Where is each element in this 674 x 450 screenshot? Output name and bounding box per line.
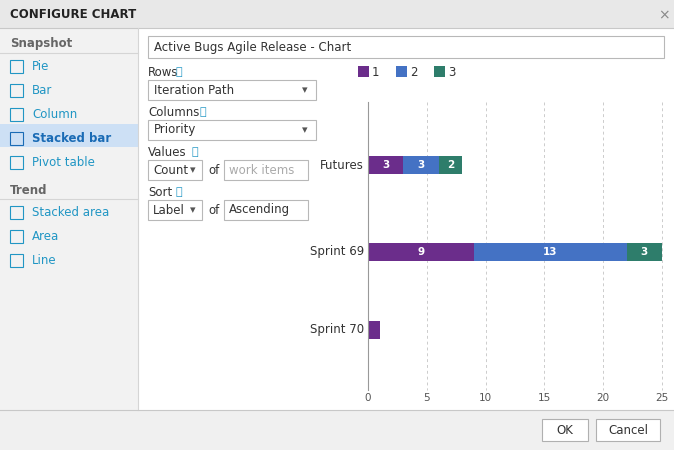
Text: 3: 3 [382,160,390,171]
Bar [148,160,202,180]
Bar [148,120,316,140]
Text: Active Bugs Agile Release - Chart: Active Bugs Agile Release - Chart [154,40,351,54]
Text: ×: × [658,8,670,22]
Text: work items: work items [229,163,295,176]
Text: ⓘ: ⓘ [176,187,183,197]
Text: 3: 3 [641,247,648,257]
Text: OK: OK [557,423,574,436]
Bar [148,200,202,220]
Text: Count: Count [153,163,188,176]
Bar [0,0,674,28]
Bar [148,36,664,58]
Bar [148,80,316,100]
Bar [368,243,474,261]
Text: Trend: Trend [10,184,47,197]
Text: Iteration Path: Iteration Path [154,84,234,96]
Text: Column: Column [32,108,78,121]
Bar [138,28,674,410]
Text: Columns: Columns [148,105,200,118]
Text: Priority: Priority [154,123,196,136]
Bar [627,243,662,261]
Bar [396,66,407,77]
Text: 2: 2 [410,66,417,78]
Bar [0,410,674,450]
Bar [434,66,445,77]
Text: 5: 5 [423,393,430,403]
Bar [368,156,403,174]
Text: ⓘ: ⓘ [200,107,207,117]
Text: Sort: Sort [148,185,173,198]
Text: Label: Label [153,203,185,216]
Text: ▾: ▾ [190,165,195,175]
Text: Pie: Pie [32,59,49,72]
Text: Snapshot: Snapshot [10,37,72,50]
Text: Sprint 70: Sprint 70 [310,323,364,336]
Bar [368,320,379,338]
Bar [10,254,23,267]
Text: Line: Line [32,253,57,266]
Text: 25: 25 [655,393,669,403]
Text: CONFIGURE CHART: CONFIGURE CHART [10,8,136,21]
Bar [0,124,138,147]
Text: of: of [208,203,219,216]
Text: ▾: ▾ [302,85,307,95]
Bar [224,160,308,180]
Text: Pivot table: Pivot table [32,156,95,168]
Text: Area: Area [32,230,59,243]
Bar [403,156,439,174]
Text: Values: Values [148,145,187,158]
Text: Sprint 69: Sprint 69 [310,245,364,258]
Text: 3: 3 [448,66,456,78]
Text: Cancel: Cancel [608,423,648,436]
Text: 1: 1 [372,66,379,78]
Bar [224,200,308,220]
Bar [10,132,23,145]
Text: 15: 15 [538,393,551,403]
Bar [10,60,23,73]
Bar [596,419,660,441]
Text: 13: 13 [543,247,557,257]
Text: 10: 10 [479,393,492,403]
Bar [474,243,627,261]
Text: Rows: Rows [148,66,179,78]
Bar [10,206,23,219]
Bar [10,156,23,169]
Text: Ascending: Ascending [229,203,290,216]
Text: 3: 3 [417,160,425,171]
Text: 0: 0 [365,393,371,403]
Text: Stacked bar: Stacked bar [32,131,111,144]
Text: 20: 20 [596,393,610,403]
Bar [542,419,588,441]
Bar [10,108,23,121]
Bar [358,66,369,77]
Bar [10,84,23,97]
Bar [439,156,462,174]
Text: ⓘ: ⓘ [176,67,183,77]
Text: of: of [208,163,219,176]
Text: ▾: ▾ [190,205,195,215]
Text: ▾: ▾ [302,125,307,135]
Text: ⓘ: ⓘ [191,147,197,157]
Text: 2: 2 [447,160,454,171]
Text: Futures: Futures [320,159,364,172]
Text: Bar: Bar [32,84,53,96]
Text: Stacked area: Stacked area [32,206,109,219]
Bar [10,230,23,243]
Text: 9: 9 [417,247,425,257]
Bar [0,28,138,450]
